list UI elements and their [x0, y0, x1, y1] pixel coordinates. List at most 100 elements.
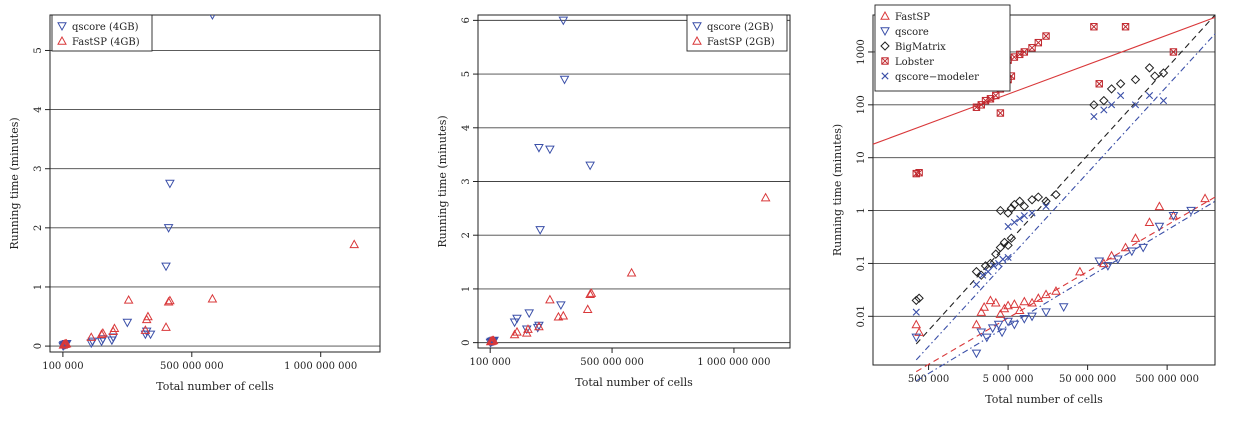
triangle-up-marker	[585, 289, 595, 298]
triangle-down-marker	[880, 27, 890, 37]
data-point	[991, 249, 1001, 259]
y-tick-label: 5	[461, 71, 472, 77]
data-point	[1115, 79, 1126, 89]
x-tick-label: 1 000 000 000	[697, 357, 770, 368]
legend-item: BigMatrix	[880, 41, 946, 53]
data-point	[1117, 91, 1125, 100]
triangle-down-marker	[997, 328, 1007, 338]
square-marker	[1016, 50, 1024, 59]
legend-label: FastSP (2GB)	[707, 37, 775, 48]
triangle-up-marker	[98, 328, 108, 337]
triangle-up-marker	[1051, 286, 1061, 295]
data-point	[1094, 257, 1105, 267]
data-point	[96, 337, 107, 347]
y-tick-label: 0.01	[856, 305, 867, 327]
data-point	[915, 169, 923, 177]
x-axis: 100 000 500 000 000 1 000 000 000	[42, 352, 357, 372]
data-point	[990, 262, 998, 270]
triangle-down-marker	[209, 15, 216, 21]
data-point	[163, 224, 174, 233]
data-point	[556, 301, 566, 311]
y-tick-label: 4	[461, 125, 472, 131]
square-marker	[996, 109, 1005, 117]
x-marker	[999, 255, 1007, 263]
triangle-up-marker	[760, 192, 771, 202]
triangle-up-marker	[995, 309, 1006, 318]
diamond-marker	[1099, 95, 1109, 106]
series-1	[58, 239, 360, 349]
data-point	[1042, 202, 1050, 210]
data-point	[760, 192, 771, 202]
legend-label: FastSP (4GB)	[72, 37, 140, 48]
square-marker	[1090, 23, 1098, 31]
triangle-up-marker	[57, 35, 67, 45]
triangle-down-marker	[559, 75, 570, 85]
legend-label: qscore (2GB)	[707, 22, 774, 33]
data-point	[1089, 100, 1099, 110]
data-point	[582, 304, 593, 314]
data-point	[1006, 203, 1017, 214]
diamond-marker	[911, 295, 921, 306]
triangle-up-marker	[558, 310, 569, 320]
data-point	[145, 330, 156, 340]
data-point	[1027, 312, 1037, 322]
triangle-down-marker	[96, 337, 107, 347]
diamond-marker	[1115, 79, 1126, 89]
data-point	[1106, 84, 1117, 94]
triangle-down-marker	[545, 145, 555, 155]
diamond-marker	[1158, 68, 1169, 78]
x-marker	[1020, 212, 1028, 220]
trend-line	[915, 200, 1216, 382]
x-marker	[1100, 106, 1108, 114]
triangle-up-marker	[1130, 233, 1141, 242]
triangle-up-marker	[61, 338, 72, 348]
legend-label: qscore	[895, 27, 929, 38]
data-point	[122, 318, 133, 328]
triangle-up-marker	[123, 294, 134, 304]
legend-item: qscore	[880, 27, 929, 38]
data-point	[1051, 189, 1061, 200]
data-point	[1041, 196, 1051, 206]
legend-item: Lobster	[881, 57, 934, 68]
data-point	[979, 271, 987, 279]
data-point	[1028, 209, 1036, 217]
y-tick-label: 3	[33, 166, 44, 172]
data-point	[1145, 91, 1154, 100]
triangle-up-marker	[1041, 289, 1051, 299]
data-point	[911, 319, 922, 329]
diamond-marker	[1089, 100, 1099, 110]
y-tick-label: 2	[33, 225, 44, 231]
triangle-down-marker	[1103, 262, 1113, 271]
triangle-up-marker	[1154, 201, 1165, 211]
data-point	[559, 75, 570, 85]
triangle-down-marker	[1094, 257, 1105, 267]
y-axis: 0 1 2 3 4 5	[33, 47, 50, 349]
x-tick-label: 500 000 000	[1135, 374, 1199, 385]
triangle-down-marker	[1058, 303, 1069, 313]
data-point	[1138, 243, 1149, 253]
data-point	[521, 325, 532, 335]
data-point	[61, 338, 72, 348]
triangle-up-marker	[1075, 266, 1085, 276]
data-point	[1028, 44, 1036, 52]
diamond-marker	[1041, 196, 1051, 206]
x-tick-label: 500 000	[908, 374, 949, 385]
data-point	[1130, 233, 1141, 242]
triangle-down-marker	[1138, 243, 1149, 253]
triangle-down-marker	[1003, 317, 1013, 327]
x-axis-label: Total number of cells	[985, 393, 1103, 406]
data-point	[1010, 218, 1018, 226]
data-point	[992, 91, 1000, 100]
y-axis: 0 1 2 3 4 5 6	[461, 17, 478, 346]
x-marker	[1042, 202, 1050, 210]
triangle-up-marker	[1033, 293, 1044, 302]
data-point	[1106, 250, 1117, 260]
square-marker	[1034, 38, 1043, 47]
diamond-marker	[1051, 189, 1061, 200]
y-tick-label: 6	[461, 17, 472, 23]
y-tick-label: 100	[856, 95, 867, 114]
data-point	[512, 314, 522, 324]
data-point	[1099, 95, 1109, 106]
data-point	[1033, 192, 1044, 202]
data-point	[209, 15, 216, 21]
